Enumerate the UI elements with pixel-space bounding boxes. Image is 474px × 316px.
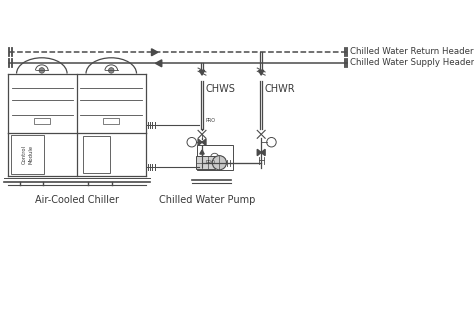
Circle shape	[212, 156, 227, 170]
Text: Chilled Water Supply Header: Chilled Water Supply Header	[350, 58, 474, 67]
Polygon shape	[200, 150, 204, 154]
Text: Air-Cooled Chiller: Air-Cooled Chiller	[35, 195, 118, 205]
Text: Chilled Water Return Header: Chilled Water Return Header	[350, 47, 474, 56]
Text: PRO: PRO	[205, 118, 215, 123]
Bar	[196, 156, 215, 169]
Text: Control
Module: Control Module	[22, 145, 33, 164]
Bar	[197, 145, 233, 170]
Bar	[11, 135, 44, 174]
Text: CHWR: CHWR	[264, 84, 295, 94]
Polygon shape	[259, 70, 264, 75]
Circle shape	[39, 68, 45, 73]
Text: CHWS: CHWS	[205, 84, 235, 94]
Polygon shape	[155, 60, 162, 67]
Text: Chilled Water Pump: Chilled Water Pump	[159, 195, 255, 205]
Circle shape	[109, 68, 114, 73]
Polygon shape	[200, 70, 205, 75]
Text: PRO: PRO	[205, 160, 215, 165]
Polygon shape	[152, 49, 158, 56]
Bar	[103, 118, 119, 124]
Polygon shape	[257, 149, 265, 156]
Polygon shape	[198, 139, 206, 145]
Bar	[83, 136, 110, 173]
Bar	[34, 118, 50, 124]
